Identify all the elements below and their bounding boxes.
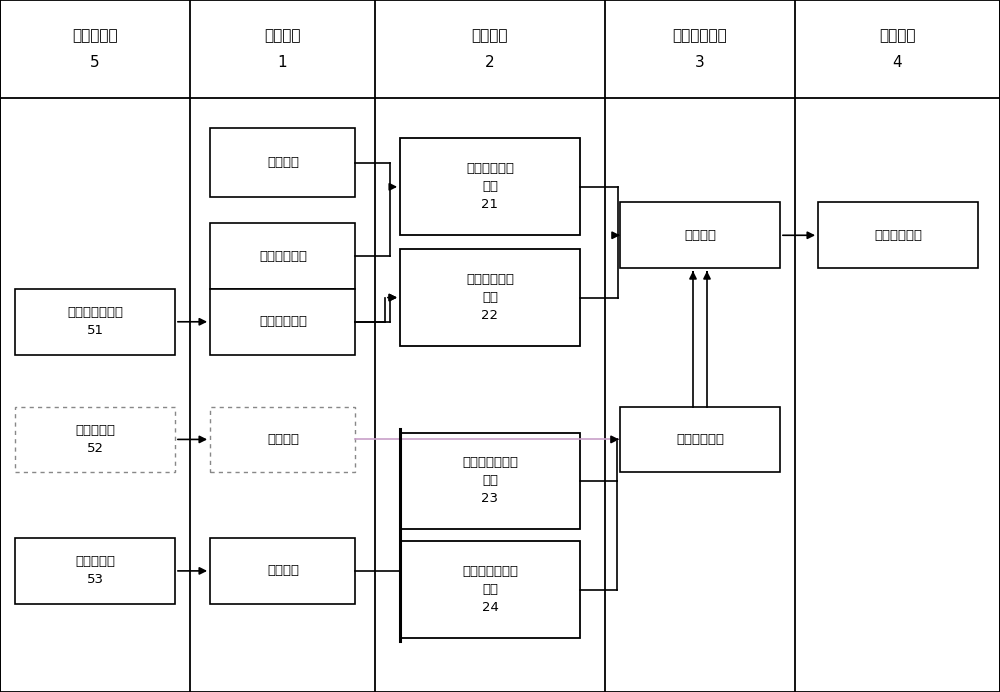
FancyBboxPatch shape — [400, 432, 580, 529]
Text: 综合评价模块
3: 综合评价模块 3 — [673, 28, 727, 70]
FancyBboxPatch shape — [400, 541, 580, 638]
Text: 网架接线模式: 网架接线模式 — [259, 316, 307, 328]
FancyBboxPatch shape — [400, 138, 580, 235]
Text: 经济性计算子
模块
21: 经济性计算子 模块 21 — [466, 163, 514, 211]
Text: 潮流数据: 潮流数据 — [267, 565, 299, 577]
FancyBboxPatch shape — [620, 407, 780, 472]
Text: 可靠性计算子
模块
22: 可靠性计算子 模块 22 — [466, 273, 514, 322]
Text: 最优接线模式: 最优接线模式 — [874, 229, 922, 242]
Text: 地块负荷密度: 地块负荷密度 — [259, 250, 307, 262]
Text: 城市特点: 城市特点 — [267, 433, 299, 446]
Text: 网架接线模式库
51: 网架接线模式库 51 — [67, 307, 123, 337]
FancyBboxPatch shape — [818, 202, 978, 268]
FancyBboxPatch shape — [210, 407, 355, 472]
Text: 城市特点库
52: 城市特点库 52 — [75, 424, 115, 455]
Text: 定性分析数据: 定性分析数据 — [676, 433, 724, 446]
Text: 分析模块
2: 分析模块 2 — [472, 28, 508, 70]
Text: 综合评估: 综合评估 — [684, 229, 716, 242]
Text: 输出模块
4: 输出模块 4 — [879, 28, 916, 70]
Text: 短路电流约束子
模块
24: 短路电流约束子 模块 24 — [462, 565, 518, 614]
Text: 数据库模块
5: 数据库模块 5 — [72, 28, 118, 70]
FancyBboxPatch shape — [15, 407, 175, 472]
Text: 潮流数据库
53: 潮流数据库 53 — [75, 556, 115, 586]
FancyBboxPatch shape — [210, 538, 355, 603]
FancyBboxPatch shape — [620, 202, 780, 268]
Text: 输入模块
1: 输入模块 1 — [264, 28, 301, 70]
Text: 地块面积: 地块面积 — [267, 156, 299, 169]
FancyBboxPatch shape — [210, 223, 355, 289]
FancyBboxPatch shape — [15, 289, 175, 354]
FancyBboxPatch shape — [210, 289, 355, 354]
FancyBboxPatch shape — [210, 128, 355, 197]
Text: 电能质量约束子
模块
23: 电能质量约束子 模块 23 — [462, 457, 518, 505]
FancyBboxPatch shape — [400, 249, 580, 346]
FancyBboxPatch shape — [15, 538, 175, 603]
